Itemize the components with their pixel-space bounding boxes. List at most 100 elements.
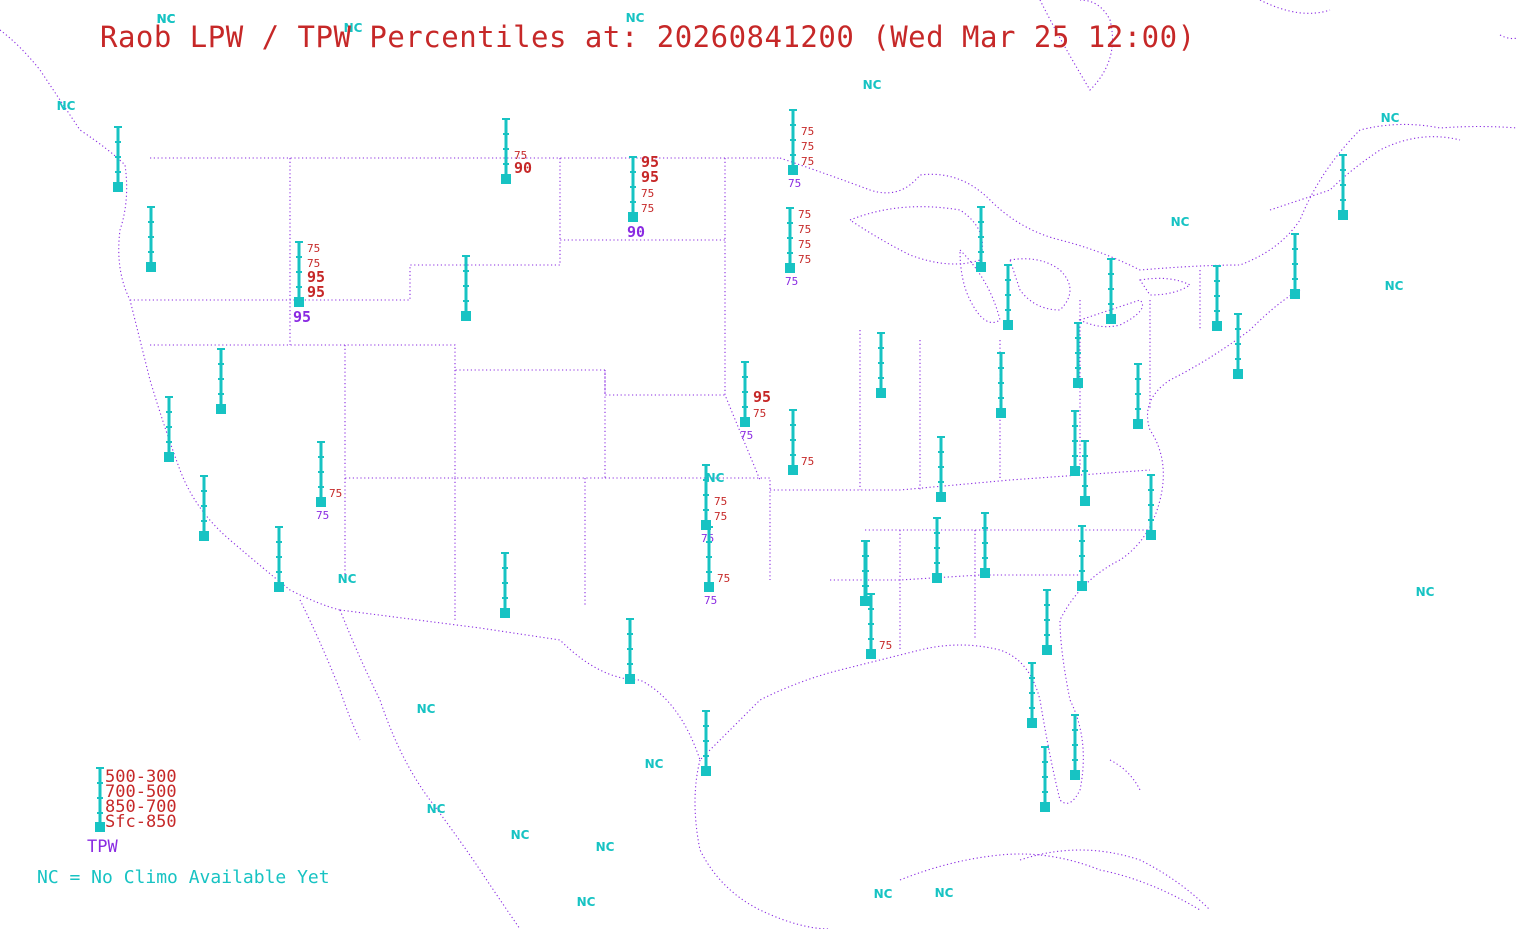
station-box	[1146, 530, 1156, 540]
station-box	[1073, 378, 1083, 388]
station-box	[1070, 466, 1080, 476]
station-box	[876, 388, 886, 398]
map-title: Raob LPW / TPW Percentiles at: 202608412…	[100, 20, 1196, 54]
station-box	[316, 497, 326, 507]
station-box	[996, 408, 1006, 418]
station-box	[216, 404, 226, 414]
station-box	[932, 573, 942, 583]
station-marker	[500, 552, 510, 618]
station-box	[294, 297, 304, 307]
station-box	[1233, 369, 1243, 379]
station-layer-value: 95	[641, 168, 659, 186]
station-box	[113, 182, 123, 192]
station-layer-value: 75	[801, 155, 814, 168]
station-layer-value: 75	[307, 242, 320, 255]
station-marker	[146, 206, 156, 272]
station-layer-value: 75	[641, 187, 654, 200]
station-layer-value: 95	[753, 388, 771, 406]
nc-marker: NC	[1381, 111, 1400, 125]
station-marker	[199, 475, 209, 541]
station-box	[1042, 645, 1052, 655]
station-box	[628, 212, 638, 222]
station-box	[461, 311, 471, 321]
station-box	[704, 582, 714, 592]
nc-marker: NC	[157, 12, 176, 26]
station-marker	[1233, 313, 1243, 379]
nc-marker: NC	[577, 895, 596, 909]
station-box	[1027, 718, 1037, 728]
station-layer-value: 95	[641, 153, 659, 171]
station-tpw-value: 75	[316, 509, 329, 522]
station-layer-value: 75	[798, 253, 811, 266]
station-marker	[1040, 746, 1050, 812]
nc-marker: NC	[935, 886, 954, 900]
station-marker	[274, 526, 284, 592]
station-layer-value: 75	[714, 495, 727, 508]
station-marker	[876, 332, 886, 398]
legend-layer-sfc-850: Sfc-850	[105, 812, 177, 832]
nc-marker: NC	[417, 702, 436, 716]
nc-marker: NC	[157, 12, 176, 26]
station-layer-value: 75	[307, 257, 320, 270]
station-marker	[932, 517, 942, 583]
station-marker	[1027, 662, 1037, 728]
legend-layer-500-300: 500-300	[105, 767, 177, 787]
nc-marker: NC	[1385, 279, 1404, 293]
station-marker	[216, 348, 226, 414]
station-box	[788, 465, 798, 475]
station-layer-value: 75	[798, 223, 811, 236]
station-marker	[1070, 410, 1080, 476]
station-layer-value: 75	[714, 510, 727, 523]
station-marker	[461, 255, 471, 321]
station-box	[936, 492, 946, 502]
station-layer-value: 75	[753, 407, 766, 420]
station-marker	[861, 540, 871, 606]
station-box	[500, 608, 510, 618]
station-layer-value: 90	[514, 159, 532, 177]
station-box	[976, 262, 986, 272]
nc-marker: NC	[706, 471, 725, 485]
station-marker	[1073, 322, 1083, 388]
station-box	[701, 766, 711, 776]
station-box	[788, 165, 798, 175]
legend-tpw-label: TPW	[87, 837, 118, 857]
station-box	[1212, 321, 1222, 331]
station-layer-value: 75	[801, 125, 814, 138]
station-layer-value: 75	[798, 208, 811, 221]
station-box	[625, 674, 635, 684]
station-layer-value: 75	[798, 238, 811, 251]
nc-marker: NC	[874, 887, 893, 901]
station-box	[146, 262, 156, 272]
nc-marker: NC	[1171, 215, 1190, 229]
station-marker	[113, 126, 123, 192]
station-marker	[1080, 440, 1090, 506]
station-box	[980, 568, 990, 578]
station-box	[1040, 802, 1050, 812]
legend-layer-700-500: 700-500	[105, 782, 177, 802]
nc-marker: NC	[1416, 585, 1435, 599]
station-marker	[1338, 154, 1348, 220]
nc-marker: NC	[57, 99, 76, 113]
nc-marker: NC	[863, 78, 882, 92]
station-tpw-value: 75	[785, 275, 798, 288]
station-box	[701, 520, 711, 530]
station-marker	[1070, 714, 1080, 780]
legend-layer-850-700: 850-700	[105, 797, 177, 817]
station-box	[1070, 770, 1080, 780]
station-box	[274, 582, 284, 592]
station-marker	[1042, 589, 1052, 655]
station-tpw-value: 75	[704, 594, 717, 607]
station-marker	[625, 618, 635, 684]
station-layer-value: 75	[801, 455, 814, 468]
nc-marker: NC	[626, 11, 645, 25]
station-box	[1290, 289, 1300, 299]
